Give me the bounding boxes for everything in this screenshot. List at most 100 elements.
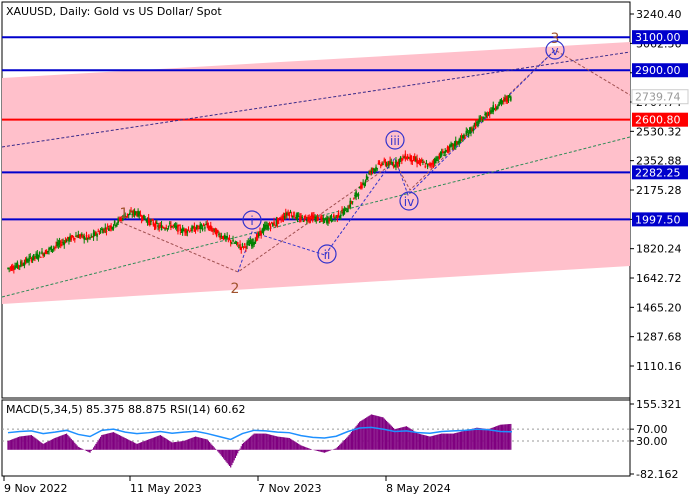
macd-bar: [237, 449, 239, 454]
candle-body: [277, 218, 280, 221]
macd-bar: [484, 428, 486, 450]
macd-bar: [261, 433, 263, 450]
candle-body: [357, 193, 360, 196]
candle-body: [324, 217, 327, 219]
macd-bar: [131, 441, 133, 450]
candle-body: [307, 216, 309, 222]
macd-bar: [423, 435, 425, 450]
wave-path-primary: [119, 49, 631, 273]
macd-bar: [33, 436, 35, 450]
macd-bar: [92, 447, 95, 450]
candle-body: [416, 158, 418, 164]
macd-bar: [265, 433, 267, 450]
candle-body: [70, 236, 73, 241]
macd-bar: [209, 442, 211, 450]
candle-body: [120, 217, 123, 219]
macd-bar: [67, 434, 69, 450]
candle-body: [345, 211, 348, 213]
candle-body: [445, 149, 448, 151]
macd-bar: [405, 426, 408, 450]
candle-body: [141, 215, 144, 221]
candle-body: [504, 97, 506, 99]
candle-body: [115, 224, 117, 227]
candle-body: [156, 222, 158, 224]
macd-bar: [449, 433, 451, 450]
candle-body: [430, 163, 432, 166]
candle-body: [34, 256, 36, 258]
macd-bar: [366, 417, 368, 450]
candle-body: [199, 224, 202, 230]
macd-bar: [118, 435, 120, 450]
macd-bar: [122, 436, 124, 450]
macd-bar: [64, 434, 67, 450]
candle-body: [348, 206, 350, 208]
macd-bar: [227, 449, 229, 465]
indicator-tick-label: 155.321: [636, 398, 682, 411]
macd-bar: [61, 435, 63, 450]
candle-body: [222, 235, 225, 240]
macd-bar: [94, 445, 96, 450]
macd-bar: [135, 443, 137, 450]
macd-bar: [411, 429, 413, 450]
candle-body: [11, 266, 14, 270]
candle-body: [118, 218, 121, 220]
macd-bar: [469, 429, 471, 450]
candle-body: [454, 140, 457, 147]
macd-bar: [155, 436, 157, 450]
candle-body: [79, 234, 82, 237]
candle-body: [498, 101, 500, 106]
candle-body: [111, 227, 114, 230]
macd-bar: [137, 443, 139, 450]
macd-bar: [220, 449, 222, 456]
macd-bar: [204, 438, 206, 450]
candle-body: [502, 99, 505, 102]
candle-body: [510, 96, 512, 101]
candle-body: [262, 226, 265, 233]
candle-body: [467, 132, 470, 137]
candle-body: [323, 219, 326, 223]
candle-body: [234, 242, 237, 244]
candle-body: [355, 191, 357, 198]
macd-bar: [130, 440, 132, 450]
macd-bar: [254, 433, 256, 450]
candle-body: [311, 215, 314, 221]
candle-body: [273, 221, 275, 225]
candle-body: [84, 238, 87, 240]
candle-body: [22, 264, 25, 266]
macd-bar: [266, 433, 268, 450]
macd-bar: [437, 434, 439, 450]
macd-bar: [252, 434, 254, 450]
wave-path-minor: [237, 49, 556, 273]
macd-bar: [476, 427, 478, 450]
candle-body: [296, 214, 299, 219]
candle-body: [74, 238, 76, 240]
candle-body: [179, 227, 182, 231]
candle-body: [379, 164, 382, 167]
wave-label-primary: 2: [231, 281, 240, 297]
candle-body: [432, 162, 435, 165]
macd-bar: [271, 435, 273, 450]
candle-body: [424, 166, 427, 168]
candle-body: [132, 210, 135, 214]
candle-body: [192, 226, 194, 229]
candle-body: [362, 182, 364, 184]
macd-bar: [211, 444, 213, 450]
macd-bar: [418, 433, 421, 450]
candle-body: [146, 220, 149, 223]
macd-bar: [95, 443, 97, 450]
candle-body: [171, 226, 173, 228]
macd-bar: [347, 436, 349, 450]
candle-body: [110, 225, 112, 229]
candle-body: [279, 217, 281, 219]
macd-bar: [197, 437, 199, 450]
candle-body: [446, 147, 449, 152]
macd-bar: [132, 442, 135, 450]
candle-body: [399, 156, 402, 160]
macd-bar: [230, 449, 232, 468]
level-tag-label: 2900.00: [635, 64, 681, 77]
macd-bar: [441, 433, 443, 450]
macd-bar: [39, 441, 41, 450]
macd-bar: [369, 415, 371, 450]
candle-body: [258, 232, 260, 236]
candle-body: [198, 225, 200, 227]
